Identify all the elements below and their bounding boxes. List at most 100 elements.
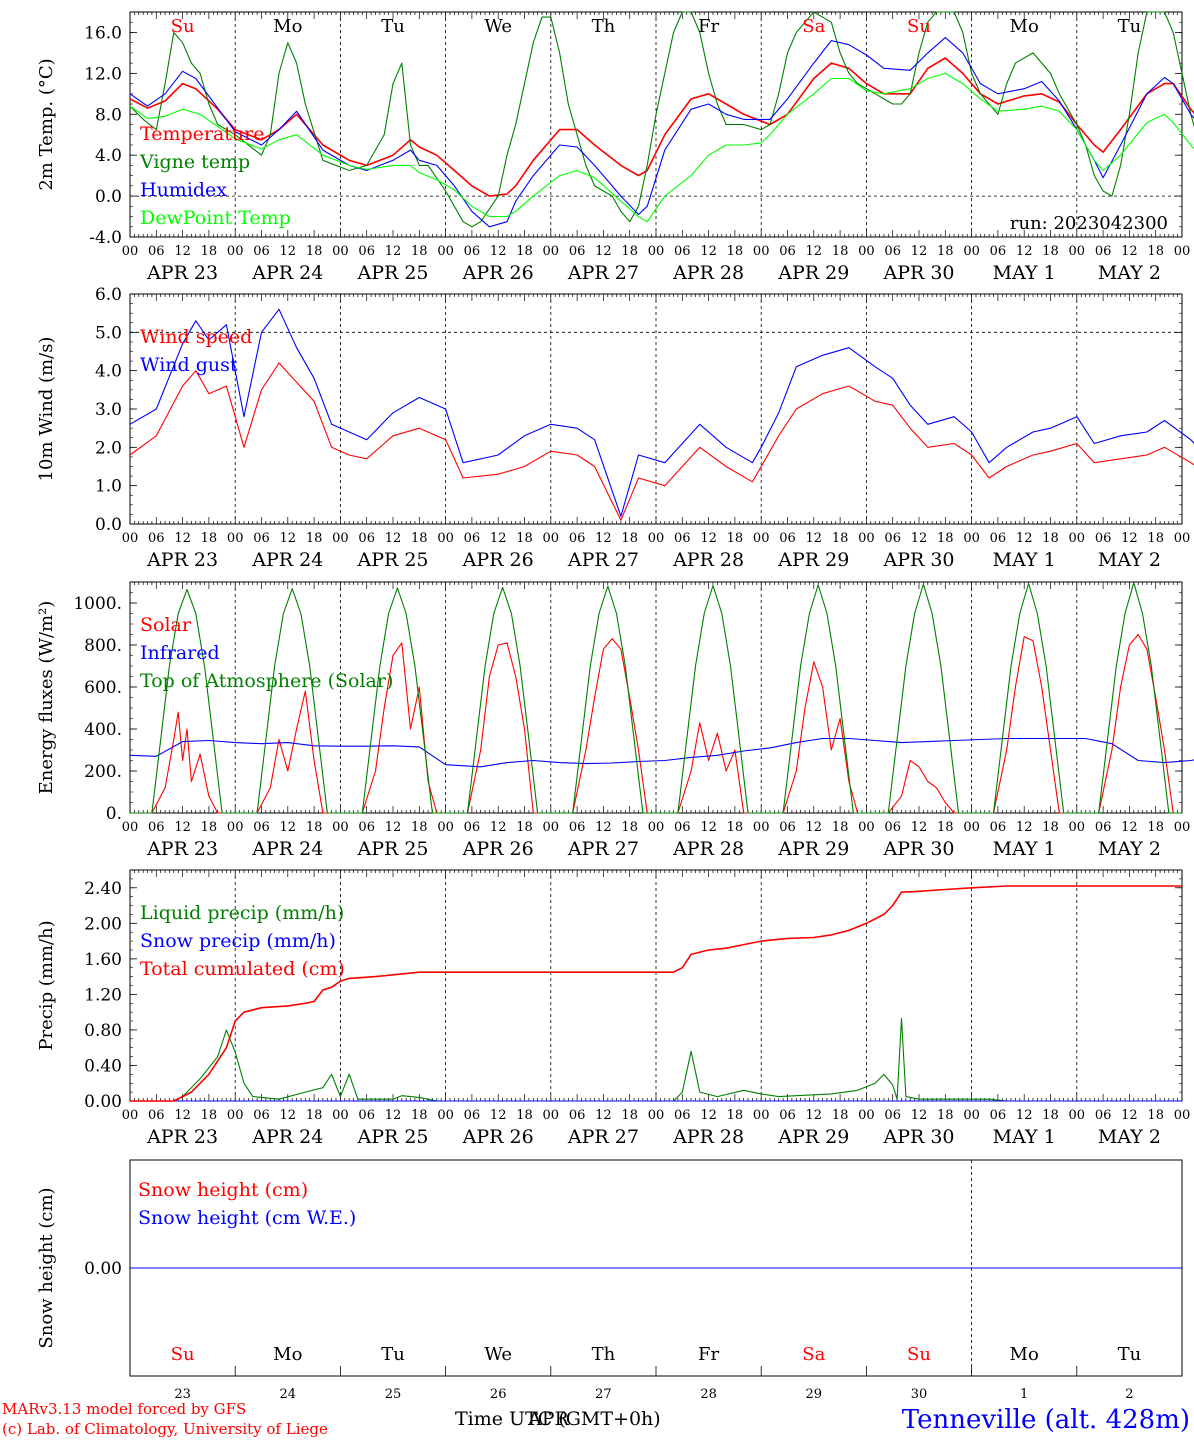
x-hour-label: 06 <box>990 820 1007 835</box>
x-hour-label: 00 <box>753 820 770 835</box>
y-tick-label: 1.20 <box>84 985 122 1005</box>
x-hour-label: 00 <box>122 820 139 835</box>
series-line-top-of-atmosphere-solar <box>130 582 1182 814</box>
x-hour-label: 12 <box>806 1108 823 1123</box>
x-date-label: MAY 1 <box>993 838 1056 860</box>
x-date-label: MAY 1 <box>993 262 1056 284</box>
y-tick-label: -4.0 <box>89 228 122 248</box>
x-hour-label: 18 <box>832 820 849 835</box>
x-hour-label: 18 <box>201 244 218 259</box>
x-date-label: APR 24 <box>251 838 323 860</box>
x-hour-label: 06 <box>464 244 481 259</box>
x-hour-label: 00 <box>1069 244 1086 259</box>
x-hour-label: 00 <box>122 531 139 546</box>
x-date-label: APR 30 <box>882 549 954 571</box>
x-hour-label: 12 <box>174 820 191 835</box>
weekday-label: Th <box>592 16 616 37</box>
x-hour-label: 06 <box>358 820 375 835</box>
x-hour-label: 00 <box>543 531 560 546</box>
x-hour-label: 18 <box>621 244 638 259</box>
x-day-number-label: 26 <box>490 1387 507 1402</box>
panel-temp: -4.0 0.0 4.0 8.0 12.0 16.0 2m Temp. (°C) Temper… <box>36 11 1194 284</box>
x-axis-label: Time UTC (GMT+0h) <box>455 1408 661 1430</box>
x-hour-label: 18 <box>832 531 849 546</box>
x-hour-label: 18 <box>306 1108 323 1123</box>
x-hour-label: 18 <box>1147 820 1164 835</box>
y-tick-label: 400. <box>84 720 122 740</box>
legend-entry: Snow height (cm) <box>138 1179 308 1201</box>
y-tick-label: 1.0 <box>95 477 122 497</box>
footer-model-credit: MARv3.13 model forced by GFS <box>2 1400 246 1418</box>
x-hour-label: 06 <box>990 1108 1007 1123</box>
x-date-label: APR 27 <box>567 262 639 284</box>
x-hour-label: 12 <box>490 531 507 546</box>
x-hour-label: 18 <box>516 244 533 259</box>
x-hour-label: 12 <box>490 1108 507 1123</box>
x-date-label: APR 24 <box>251 1126 323 1148</box>
x-hour-label: 18 <box>727 1108 744 1123</box>
x-hour-label: 18 <box>201 1108 218 1123</box>
x-hour-label: 00 <box>227 820 244 835</box>
x-hour-label: 12 <box>385 244 402 259</box>
x-hour-label: 12 <box>385 820 402 835</box>
x-hour-label: 00 <box>858 820 875 835</box>
weekday-label: Mo <box>273 16 302 37</box>
x-date-label: APR 23 <box>146 549 218 571</box>
y-tick-label: 2.00 <box>84 914 122 934</box>
x-hour-label: 06 <box>674 244 691 259</box>
x-hour-label: 00 <box>648 244 665 259</box>
legend-entry: Humidex <box>140 179 227 201</box>
legend-entry: Liquid precip (mm/h) <box>140 902 344 924</box>
x-hour-label: 00 <box>648 1108 665 1123</box>
x-hour-label: 18 <box>516 820 533 835</box>
legend-entry: Snow precip (mm/h) <box>140 930 336 952</box>
x-day-number-label: 30 <box>911 1387 928 1402</box>
x-hour-label: 18 <box>411 244 428 259</box>
y-tick-label: 0.0 <box>95 515 122 535</box>
x-hour-label: 06 <box>1095 1108 1112 1123</box>
x-hour-label: 12 <box>595 244 612 259</box>
y-tick-label: 8.0 <box>95 105 122 125</box>
x-hour-label: 00 <box>858 244 875 259</box>
y-tick-label: 1.60 <box>84 950 122 970</box>
panel-wind: 0.0 1.0 2.0 3.0 4.0 5.0 6.0 10m Wind (m/s) Wind … <box>36 285 1194 571</box>
y-tick-label: 5.0 <box>95 323 122 343</box>
x-hour-label: 18 <box>201 531 218 546</box>
x-date-label: APR 24 <box>251 549 323 571</box>
x-date-label: APR 27 <box>567 838 639 860</box>
weekday-label: Mo <box>1010 1344 1039 1365</box>
x-hour-label: 12 <box>911 531 928 546</box>
x-hour-label: 18 <box>1147 1108 1164 1123</box>
x-hour-label: 00 <box>437 531 454 546</box>
x-hour-label: 00 <box>332 820 349 835</box>
x-hour-label: 12 <box>280 1108 297 1123</box>
y-tick-label: 16.0 <box>84 23 122 43</box>
x-date-label: APR 23 <box>146 262 218 284</box>
x-hour-label: 06 <box>884 1108 901 1123</box>
weekday-label: Tu <box>1118 1344 1142 1365</box>
x-day-number-label: 23 <box>174 1387 191 1402</box>
x-hour-label: 06 <box>779 531 796 546</box>
x-day-number-label: 25 <box>385 1387 402 1402</box>
x-hour-label: 12 <box>1121 244 1138 259</box>
legend-entry: Top of Atmosphere (Solar) <box>140 670 393 692</box>
station-name: Tenneville (alt. 428m) <box>902 1405 1190 1435</box>
x-hour-label: 18 <box>727 531 744 546</box>
weekday-label: Tu <box>381 16 405 37</box>
x-date-label: APR 29 <box>777 838 849 860</box>
x-hour-label: 00 <box>227 531 244 546</box>
x-date-label: APR 25 <box>356 838 428 860</box>
x-date-label: APR 26 <box>462 262 534 284</box>
y-axis-label: 10m Wind (m/s) <box>36 337 57 482</box>
x-axis-label-overprint: APR <box>527 1408 570 1430</box>
run-annotation: run: 2023042300 <box>1010 213 1168 234</box>
panel-precip: 0.00 0.40 0.80 1.20 1.60 2.00 2.40 Precip (mm/h… <box>36 869 1190 1148</box>
x-hour-label: 18 <box>1042 531 1059 546</box>
x-hour-label: 12 <box>911 244 928 259</box>
x-hour-label: 06 <box>1095 531 1112 546</box>
weekday-label: Su <box>907 16 931 37</box>
x-date-label: APR 27 <box>567 549 639 571</box>
x-hour-label: 00 <box>122 244 139 259</box>
x-hour-label: 12 <box>174 531 191 546</box>
legend-entry: Solar <box>140 614 192 636</box>
